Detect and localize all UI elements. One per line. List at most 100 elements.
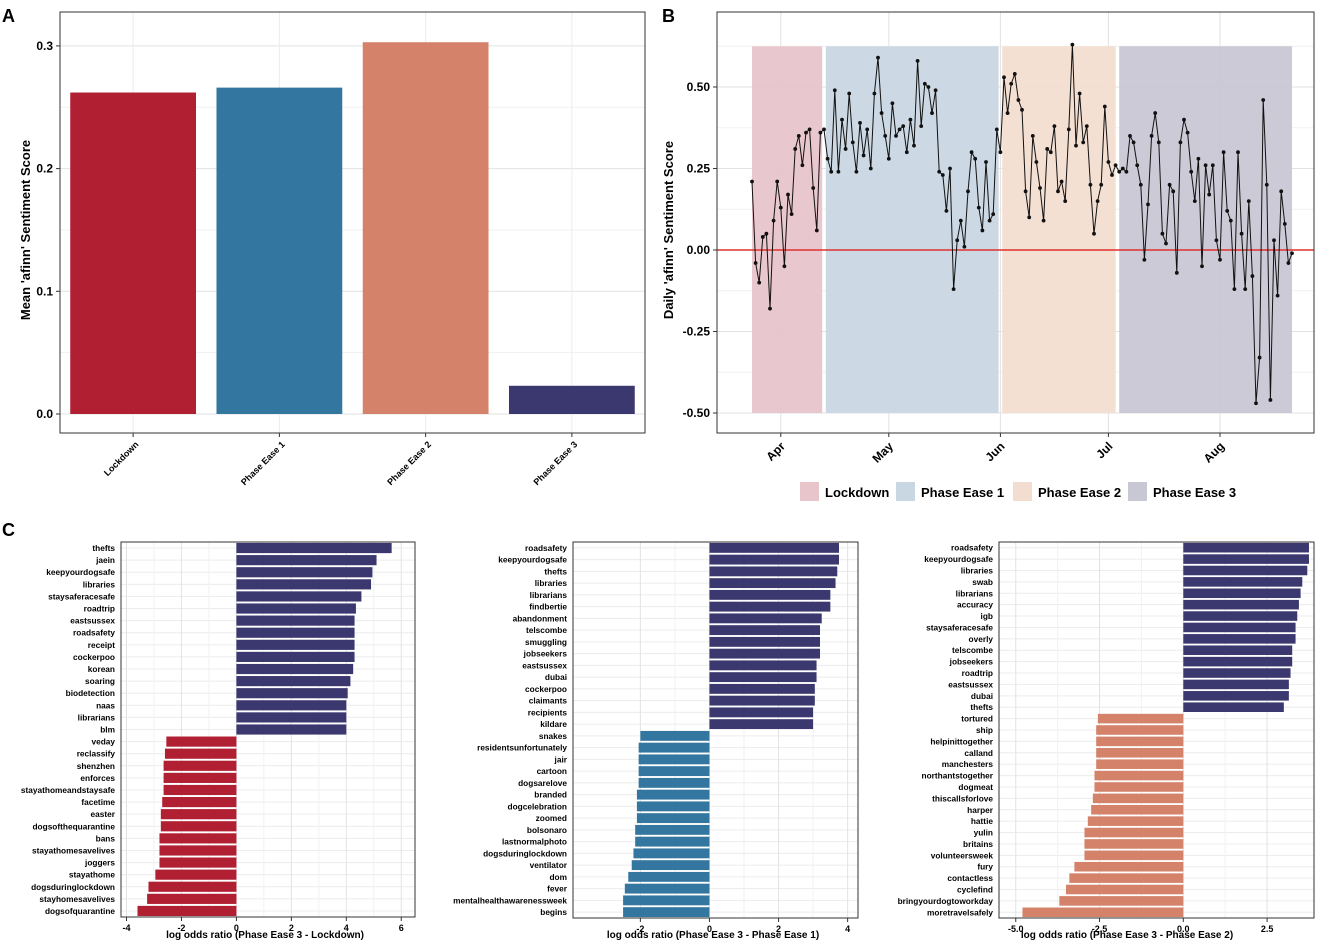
panel-c-category-label: volunteersweek: [931, 850, 994, 860]
panel-c-bar-roadsafety: [1183, 542, 1309, 553]
panel-b-data-point: [955, 238, 960, 243]
panel-b-legend-label: Phase Ease 2: [1038, 485, 1121, 500]
panel-c-category-label: manchesters: [942, 759, 994, 769]
panel-c-x-tick-label: 0.0: [1177, 924, 1190, 934]
panel-b-data-point: [940, 173, 945, 177]
panel-c-bar-keepyourdogsafe: [1183, 554, 1309, 564]
panel-c-bar-bans: [159, 833, 237, 844]
panel-b-data-point: [1149, 134, 1154, 138]
panel-c-bar-recipients: [709, 707, 814, 718]
panel-b-y-tick-label: -0.50: [683, 406, 711, 420]
panel-b-data-point: [1138, 182, 1143, 187]
panel-b-data-point: [1135, 163, 1140, 168]
panel-c-category-label: korean: [88, 664, 115, 674]
panel-c-bar-stayathomesavelives: [159, 845, 237, 856]
panel-c-bar-bolsonaro: [635, 824, 710, 835]
panel-c-category-label: zoomed: [536, 813, 567, 823]
panel-b-data-point: [850, 140, 855, 145]
panel-b-data-point: [944, 208, 949, 213]
panel-c-category-label: jair: [554, 754, 568, 764]
panel-c-bar-reclassify: [164, 748, 237, 759]
panel-c-bar-dom: [628, 871, 710, 882]
panel-c-bar-zoomed: [636, 813, 710, 824]
panel-b-data-point: [962, 244, 967, 249]
panel-b-data-point: [768, 306, 772, 311]
panel-b-data-point: [1102, 104, 1107, 109]
panel-b-data-point: [822, 127, 826, 132]
panel-c-category-label: roadtrip: [962, 668, 993, 678]
panel-b-data-point: [1174, 270, 1179, 275]
panel-c-bar-tortured: [1097, 713, 1184, 724]
panel-c-bar-cyclefind: [1066, 884, 1184, 895]
panel-b-data-point: [1124, 169, 1129, 174]
panel-b-data-point: [836, 169, 841, 174]
panel-b-data-point: [894, 134, 898, 138]
panel-c-category-label: enforces: [80, 773, 115, 783]
panel-b-data-point: [1178, 140, 1183, 145]
panel-c-bar-shenzhen: [163, 760, 237, 771]
panel-b-data-point: [771, 218, 776, 223]
panel-c-x-tick-label: 2.5: [1261, 924, 1274, 934]
panel-b-data-point: [1279, 189, 1284, 194]
panel-c-category-label: reclassify: [77, 749, 116, 759]
panel-b-data-point: [1185, 130, 1190, 135]
panel-c-category-label: dogsduringlockdown: [31, 882, 115, 892]
panel-c-bar-dogsduringlockdown: [148, 881, 237, 892]
panel-c-category-label: joggers: [84, 858, 115, 868]
panel-c-bar-smuggling: [709, 636, 820, 647]
panel-b-data-point: [976, 205, 981, 210]
panel-b-data-point: [984, 160, 988, 164]
panel-c-bar-naas: [236, 700, 347, 711]
panel-b-data-point: [1074, 143, 1078, 148]
panel-c-category-label: moretravelsafely: [927, 907, 993, 917]
panel-b-x-tick-label: Jul: [1093, 439, 1115, 461]
panel-c-category-label: thefts: [970, 702, 993, 712]
panel-c-bar-roadtrip: [236, 603, 356, 614]
panel-c-category-label: thiscallsforlove: [932, 793, 993, 803]
panel-c-bar-snakes: [640, 730, 710, 741]
panel-c-bar-dubai: [1183, 691, 1289, 701]
panel-c3-x-axis-title: log odds ratio (Phase Ease 3 - Phase Eas…: [1021, 930, 1233, 941]
panel-b-data-point: [904, 150, 909, 155]
panel-c-category-label: soaring: [85, 676, 115, 686]
panel-b-daily-sentiment-line-chart: Daily 'afinn' Sentiment Score Lockdown Ph…: [661, 11, 1315, 501]
panel-b-data-point: [1092, 231, 1096, 236]
panel-c-bar-staysaferacesafe: [1183, 622, 1296, 633]
panel-b-data-point: [1254, 401, 1258, 406]
panel-b-data-point: [861, 153, 866, 158]
panel-c-category-label: abandonment: [513, 613, 568, 623]
panel-b-data-point: [1203, 163, 1208, 168]
panel-b-data-point: [937, 169, 942, 174]
panel-c-bar-yulin: [1084, 827, 1184, 838]
panel-b-data-point: [1261, 98, 1266, 102]
panel-c-category-label: contactless: [947, 873, 993, 883]
panel-b-data-point: [883, 134, 888, 138]
panel-b-data-point: [969, 150, 974, 155]
panel-c-category-label: cockerpoo: [73, 652, 115, 662]
panel-b-data-point: [1023, 189, 1028, 194]
panel-b-data-point: [1113, 163, 1118, 168]
panel-c-bar-calland: [1096, 748, 1184, 758]
panel-c-bar-dogmeat: [1094, 782, 1184, 792]
panel-b-data-point: [811, 186, 816, 190]
panel-b-data-point: [1056, 189, 1060, 194]
panel-b-data-point: [1182, 117, 1186, 122]
panel-c-bar-moretravelsafely: [1022, 907, 1184, 918]
panel-c-category-label: roadsafety: [951, 543, 993, 553]
panel-c-bar-findbertie: [709, 601, 831, 612]
panel-b-phase-band-lockdown: [752, 46, 823, 413]
panel-c-category-label: librarians: [956, 588, 994, 598]
panel-b-data-point: [1009, 81, 1014, 86]
panel-c-bar-bringyourdogtoworkday: [1059, 896, 1184, 906]
panel-a-y-tick-label: 0.1: [36, 284, 53, 298]
panel-c-category-label: ship: [976, 725, 993, 735]
panel-c-category-label: bringyourdogtoworkday: [898, 896, 994, 906]
panel-b-data-point: [1002, 75, 1006, 80]
panel-b-data-point: [973, 156, 978, 161]
panel-c-bar-cockerpoo: [236, 651, 355, 662]
panel-b-data-point: [1117, 169, 1122, 174]
panel-c-bar-jair: [638, 754, 710, 765]
panel-b-data-point: [778, 205, 783, 210]
panel-c-bar-thefts: [236, 542, 392, 554]
panel-a-bar-phase-ease-2: [362, 42, 489, 415]
